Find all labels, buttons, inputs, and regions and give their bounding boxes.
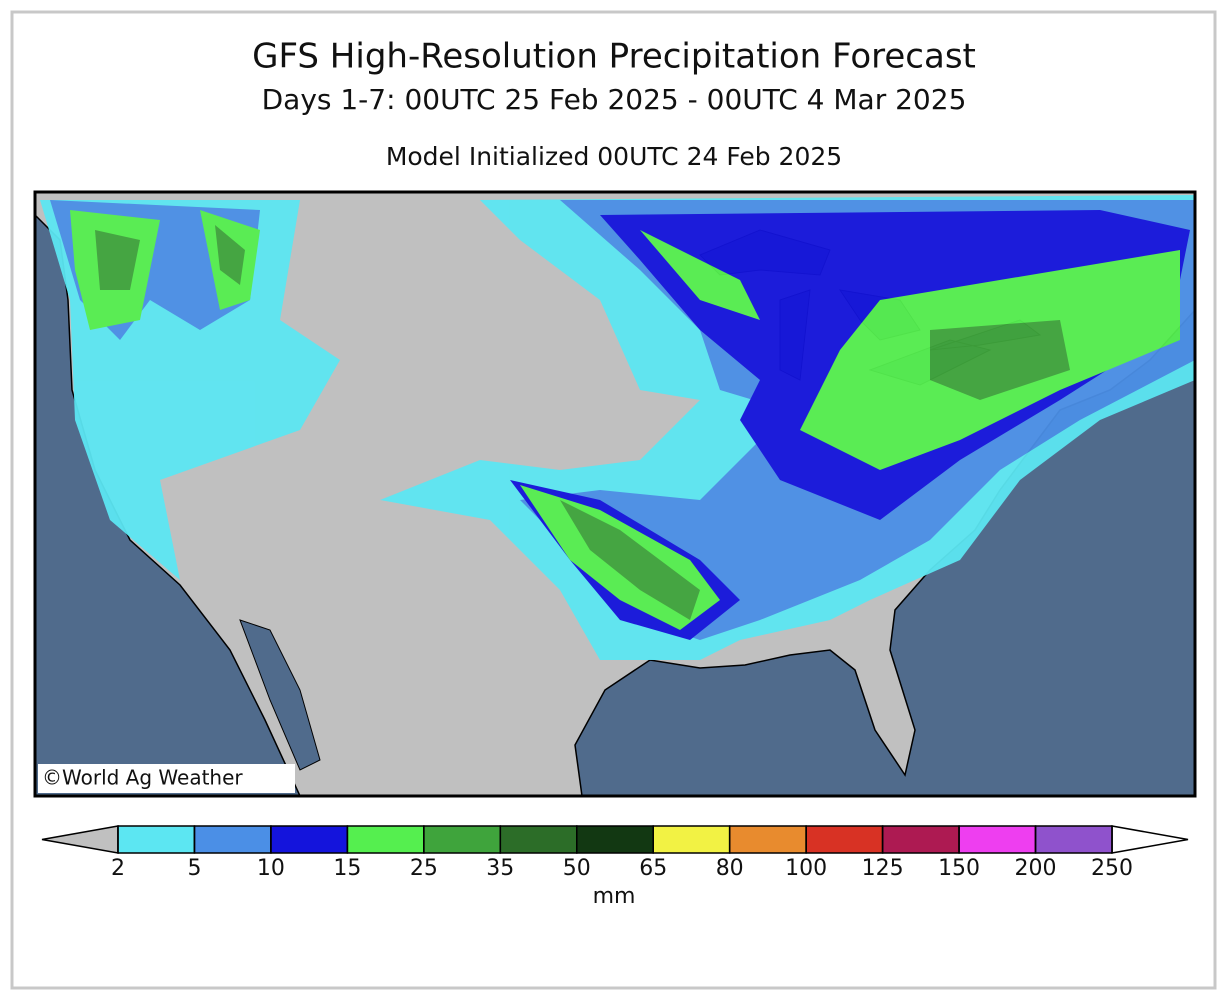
title: GFS High-Resolution Precipitation Foreca… [252,37,976,77]
init-time: Model Initialized 00UTC 24 Feb 2025 [386,142,842,171]
tick-label: 250 [1091,856,1133,881]
color-bin [499,825,578,854]
colorbar: 2 5 10 15 25 35 50 65 80 100 125 150 200 250 [41,825,1189,881]
color-bin [881,825,960,854]
color-bin [423,825,502,854]
tick-label: 10 [257,856,285,881]
tick-label: 5 [187,856,201,881]
color-bin [117,825,196,854]
map-border [33,190,1197,798]
color-bin [1034,825,1113,854]
tick-label: 35 [486,856,514,881]
tick-label: 200 [1015,856,1057,881]
tick-label: 15 [333,856,361,881]
gulf-of-california [239,619,321,771]
unit-label: mm [593,884,636,909]
color-bin [576,825,654,854]
attribution: ©World Ag Weather [42,766,243,790]
color-bin [346,825,425,854]
color-bin [958,825,1037,854]
color-bin [270,825,349,854]
precip-areas [40,195,1195,660]
attribution-box [38,764,295,793]
tick-label: 2 [111,856,125,881]
color-bin [652,825,731,854]
tick-label: 25 [410,856,438,881]
tick-label: 65 [639,856,667,881]
color-bin [728,825,807,854]
tick-label: 100 [785,856,827,881]
tick-label: 80 [716,856,744,881]
color-bin [193,825,272,854]
map: ©World Ag Weather [33,190,1197,798]
tick-label: 50 [563,856,591,881]
tick-label: 150 [938,856,980,881]
tick-label: 125 [862,856,904,881]
color-bin [805,825,884,854]
subtitle: Days 1-7: 00UTC 25 Feb 2025 - 00UTC 4 Ma… [262,83,967,116]
